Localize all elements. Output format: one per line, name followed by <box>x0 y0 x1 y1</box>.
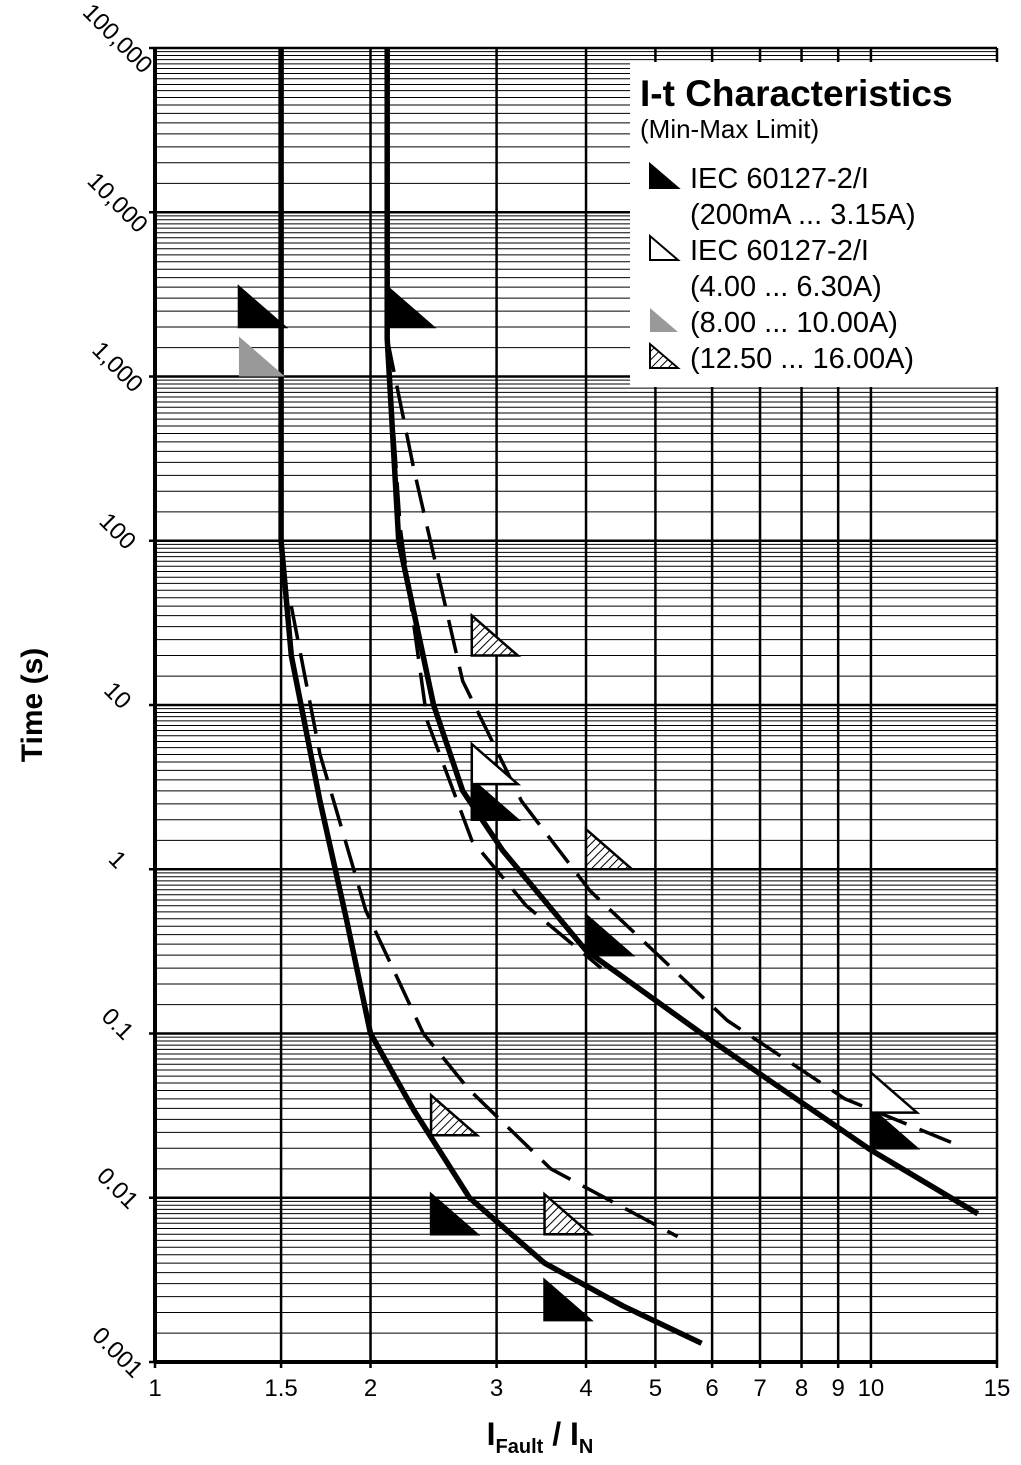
dashed-curve <box>385 338 958 1147</box>
legend-symbol <box>650 308 678 332</box>
x-tick-label: 5 <box>649 1375 662 1402</box>
x-tick-label: 1.5 <box>264 1375 297 1402</box>
marker <box>470 612 522 657</box>
x-axis-label: IFault / IN <box>487 1416 594 1458</box>
legend-box <box>630 62 1002 387</box>
dashed-curve <box>385 338 603 970</box>
legend: I-t Characteristics (Min-Max Limit) IEC … <box>630 62 1002 387</box>
chart-title: I-t Characteristics <box>640 73 953 114</box>
legend-symbol <box>649 341 681 369</box>
marker <box>543 1191 594 1236</box>
marker <box>584 912 636 957</box>
y-tick-label: 1,000 <box>87 336 149 398</box>
y-tick-label: 100,000 <box>77 0 157 79</box>
x-tick-label: 10 <box>858 1375 885 1402</box>
y-tick-label: 0.1 <box>96 1003 139 1046</box>
marker <box>470 741 522 786</box>
legend-label: (8.00 ... 10.00A) <box>690 307 898 339</box>
x-tick-label: 15 <box>984 1375 1011 1402</box>
legend-label: IEC 60127-2/I <box>690 163 869 195</box>
legend-label: IEC 60127-2/I <box>690 235 869 267</box>
legend-label: (12.50 ... 16.00A) <box>690 343 914 375</box>
x-label-part: I <box>570 1416 579 1452</box>
curve <box>278 48 703 1346</box>
y-tick-label: 1 <box>103 846 132 875</box>
marker <box>385 284 437 329</box>
marker <box>237 284 289 329</box>
y-tick-label: 0.01 <box>91 1162 143 1214</box>
marker <box>238 336 285 377</box>
x-tick-label: 6 <box>705 1375 718 1402</box>
chart-subtitle: (Min-Max Limit) <box>640 114 819 144</box>
y-axis-label: Time (s) <box>16 648 49 762</box>
x-tick-label: 7 <box>753 1375 766 1402</box>
marker <box>429 1191 481 1236</box>
legend-symbol <box>649 161 681 189</box>
marker <box>543 1277 594 1322</box>
x-tick-label: 2 <box>364 1375 377 1402</box>
x-label-subscript: N <box>579 1436 593 1458</box>
x-tick-label: 3 <box>490 1375 503 1402</box>
x-label-part: / <box>543 1416 570 1452</box>
legend-detail: (4.00 ... 6.30A) <box>690 271 882 303</box>
marker <box>429 1092 481 1137</box>
grid <box>149 46 999 1368</box>
legend-symbol <box>649 233 681 261</box>
x-tick-label: 9 <box>831 1375 844 1402</box>
y-tick-label: 10 <box>98 677 136 715</box>
dashed-curve <box>289 605 679 1239</box>
x-tick-label: 4 <box>579 1375 592 1402</box>
x-tick-label: 1 <box>148 1375 161 1402</box>
marker <box>869 1069 921 1114</box>
marker <box>869 1105 921 1150</box>
legend-detail: (200mA ... 3.15A) <box>690 199 916 231</box>
x-label-subscript: Fault <box>496 1436 544 1458</box>
y-tick-label: 0.001 <box>87 1322 149 1384</box>
x-label-part: I <box>487 1416 496 1452</box>
marker <box>470 777 522 822</box>
markers <box>237 284 921 1322</box>
marker <box>584 826 636 871</box>
y-tick-label: 10,000 <box>82 167 153 238</box>
y-tick-label: 100 <box>94 508 141 555</box>
x-tick-label: 8 <box>795 1375 808 1402</box>
